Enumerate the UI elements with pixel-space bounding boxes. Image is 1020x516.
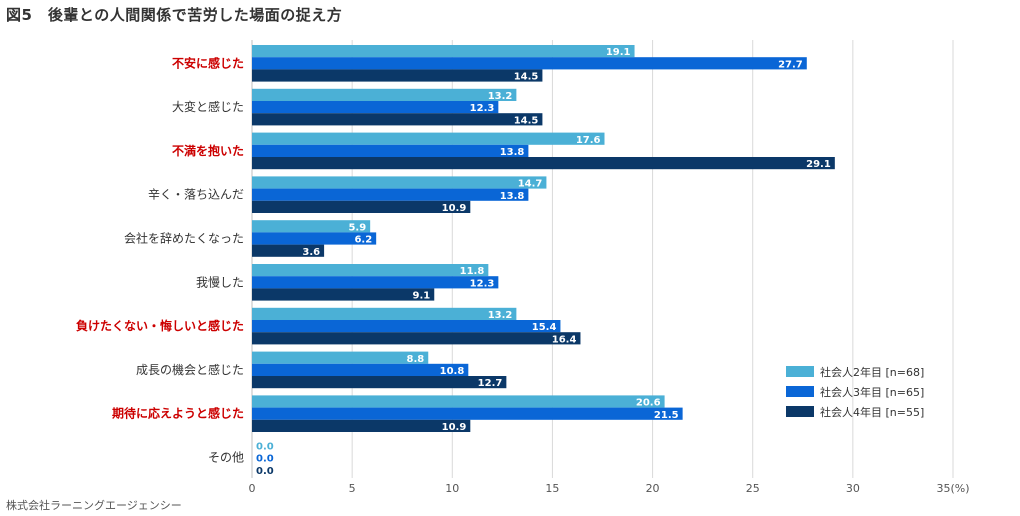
data-label: 10.9 xyxy=(442,422,467,433)
data-label: 15.4 xyxy=(532,322,557,333)
data-label: 10.9 xyxy=(442,203,467,214)
category-label: 不安に感じた xyxy=(172,55,244,70)
data-label: 12.3 xyxy=(470,103,495,114)
bar xyxy=(252,69,543,82)
data-label: 27.7 xyxy=(778,59,803,70)
footer-credit: 株式会社ラーニングエージェンシー xyxy=(6,499,182,512)
bar xyxy=(252,407,683,420)
bar xyxy=(252,276,499,289)
data-label: 9.1 xyxy=(413,291,431,302)
bar xyxy=(252,157,835,170)
x-tick-label: 30 xyxy=(846,482,860,495)
bar xyxy=(252,307,517,320)
data-label: 8.8 xyxy=(407,354,425,365)
data-label: 29.1 xyxy=(806,159,831,170)
data-label: 13.2 xyxy=(488,91,513,102)
category-label: 不満を抱いた xyxy=(172,143,244,158)
legend-label: 社会人3年目 [n=65] xyxy=(820,385,924,399)
bar xyxy=(252,419,471,432)
bar xyxy=(252,363,469,376)
legend-swatch xyxy=(786,366,814,377)
data-label: 3.6 xyxy=(302,247,320,258)
category-label: 我慢した xyxy=(196,275,244,289)
x-tick-label: 10 xyxy=(445,482,459,495)
category-label: その他 xyxy=(208,451,244,465)
data-label: 13.8 xyxy=(500,147,525,158)
bar xyxy=(252,232,377,245)
category-label: 会社を辞めたくなった xyxy=(124,231,244,246)
x-tick-label: 35(%) xyxy=(936,482,969,495)
bar xyxy=(252,113,543,126)
bar xyxy=(252,57,807,70)
bar xyxy=(252,220,371,233)
data-label: 6.2 xyxy=(354,235,372,246)
data-label: 5.9 xyxy=(348,222,366,233)
legend-label: 社会人2年目 [n=68] xyxy=(820,365,924,379)
data-label: 14.7 xyxy=(518,179,543,190)
data-label: 13.2 xyxy=(488,310,513,321)
legend-swatch xyxy=(786,406,814,417)
x-tick-label: 25 xyxy=(746,482,760,495)
data-label: 14.5 xyxy=(514,115,539,126)
data-label: 19.1 xyxy=(606,47,631,58)
chart-title: 図5 後輩との人間関係で苦労した場面の捉え方 xyxy=(6,6,343,24)
category-label: 期待に応えようと感じた xyxy=(112,406,244,421)
bar xyxy=(252,351,429,364)
data-label: 0.0 xyxy=(256,441,274,452)
category-label: 大変と感じた xyxy=(172,99,244,114)
bar xyxy=(252,132,605,145)
bar xyxy=(252,244,325,257)
data-label: 13.8 xyxy=(500,191,525,202)
x-tick-label: 5 xyxy=(349,482,356,495)
data-label: 17.6 xyxy=(576,135,601,146)
bar xyxy=(252,101,499,114)
x-tick-label: 20 xyxy=(646,482,660,495)
data-label: 21.5 xyxy=(654,410,679,421)
bar xyxy=(252,144,529,157)
bar xyxy=(252,188,529,201)
data-label: 0.0 xyxy=(256,466,274,477)
data-label: 11.8 xyxy=(460,266,485,277)
category-label: 成長の機会と感じた xyxy=(136,362,244,377)
category-label: 辛く・落ち込んだ xyxy=(148,188,244,202)
legend-label: 社会人4年目 [n=55] xyxy=(820,405,924,419)
data-label: 16.4 xyxy=(552,334,577,345)
data-label: 14.5 xyxy=(514,72,539,83)
data-label: 10.8 xyxy=(440,366,465,377)
bar xyxy=(252,395,665,408)
bar xyxy=(252,45,635,58)
bar xyxy=(252,288,435,301)
data-label: 0.0 xyxy=(256,454,274,465)
bar xyxy=(252,320,561,333)
bar xyxy=(252,376,507,389)
data-label: 12.3 xyxy=(470,278,495,289)
category-label: 負けたくない・悔しいと感じた xyxy=(76,318,244,333)
bar xyxy=(252,88,517,101)
bar xyxy=(252,332,581,345)
data-label: 12.7 xyxy=(478,378,503,389)
bar xyxy=(252,264,489,277)
x-tick-label: 15 xyxy=(545,482,559,495)
legend-swatch xyxy=(786,386,814,397)
bar xyxy=(252,200,471,213)
bar xyxy=(252,176,547,189)
x-tick-label: 0 xyxy=(249,482,256,495)
data-label: 20.6 xyxy=(636,398,661,409)
